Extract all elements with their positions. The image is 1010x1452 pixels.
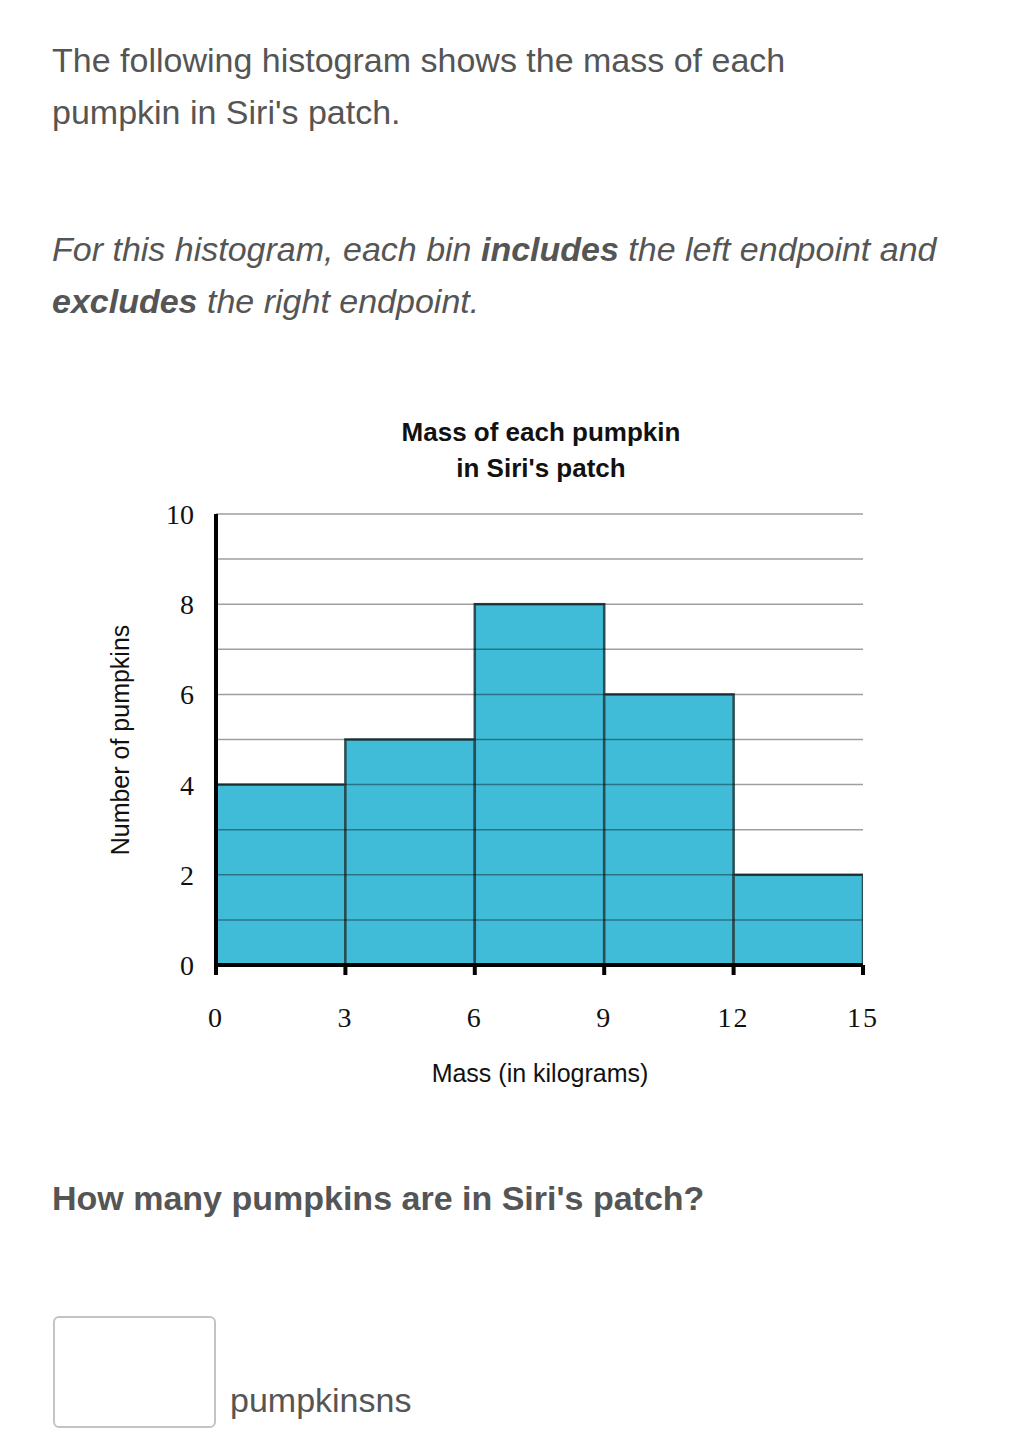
text: For this histogram, each bin: [52, 230, 481, 268]
x-tick-label: 15: [847, 1002, 879, 1033]
x-tick-label: 0: [208, 1002, 224, 1033]
note: For this histogram, each bin includes th…: [52, 223, 982, 327]
x-tick: [861, 965, 865, 975]
y-tick-label: 10: [166, 499, 194, 530]
chart-title: in Siri's patch: [456, 453, 625, 483]
x-tick-label: 3: [337, 1002, 353, 1033]
minor-grid-line: [216, 829, 863, 831]
y-tick-label: 0: [180, 950, 194, 981]
bars: [216, 604, 863, 965]
chart-title: Mass of each pumpkin: [402, 417, 681, 447]
bold-text: includes: [481, 230, 619, 268]
minor-grid-line: [216, 558, 863, 560]
x-tick: [732, 965, 736, 975]
x-tick: [343, 965, 347, 975]
x-tick-label: 6: [467, 1002, 483, 1033]
chart: Mass of each pumpkin in Siri's patch 0 2 4 6 8…: [0, 0, 1010, 1452]
text: pumpkinsns: [230, 1381, 411, 1419]
x-axis: [216, 963, 863, 967]
y-tick-label: 6: [180, 679, 194, 710]
text: How many pumpkins are in Siri's patch?: [52, 1179, 704, 1217]
x-tick-label: 12: [718, 1002, 750, 1033]
grid-line: [216, 513, 863, 515]
answer-unit: pumpkinsns: [230, 1374, 411, 1426]
y-tick-label: 2: [180, 860, 194, 891]
y-axis-label: Number of pumpkins: [106, 625, 134, 856]
text: pumpkin in Siri's patch.: [52, 86, 785, 138]
x-tick-label: 9: [596, 1002, 612, 1033]
question: How many pumpkins are in Siri's patch?: [52, 1172, 704, 1224]
text: The following histogram shows the mass o…: [52, 34, 785, 86]
x-axis-label: Mass (in kilograms): [432, 1059, 649, 1087]
histogram-bar: [345, 740, 474, 966]
bold-text: excludes: [52, 282, 198, 320]
text: the left endpoint and: [619, 230, 937, 268]
x-tick: [214, 965, 218, 975]
y-tick-label: 8: [180, 589, 194, 620]
y-tick-label: 4: [180, 770, 194, 801]
minor-grid-line: [216, 919, 863, 921]
grid-line: [216, 694, 863, 696]
minor-grid-line: [216, 649, 863, 651]
grid-line: [216, 874, 863, 876]
answer-input[interactable]: [53, 1316, 216, 1428]
text: the right endpoint.: [198, 282, 480, 320]
grid-line: [216, 603, 863, 605]
grid-line: [216, 784, 863, 786]
x-tick: [473, 965, 477, 975]
grid: [216, 514, 863, 965]
y-axis: [214, 514, 218, 967]
x-tick: [602, 965, 606, 975]
minor-grid-line: [216, 739, 863, 741]
intro: The following histogram shows the mass o…: [52, 34, 785, 138]
grid-line: [216, 964, 863, 966]
